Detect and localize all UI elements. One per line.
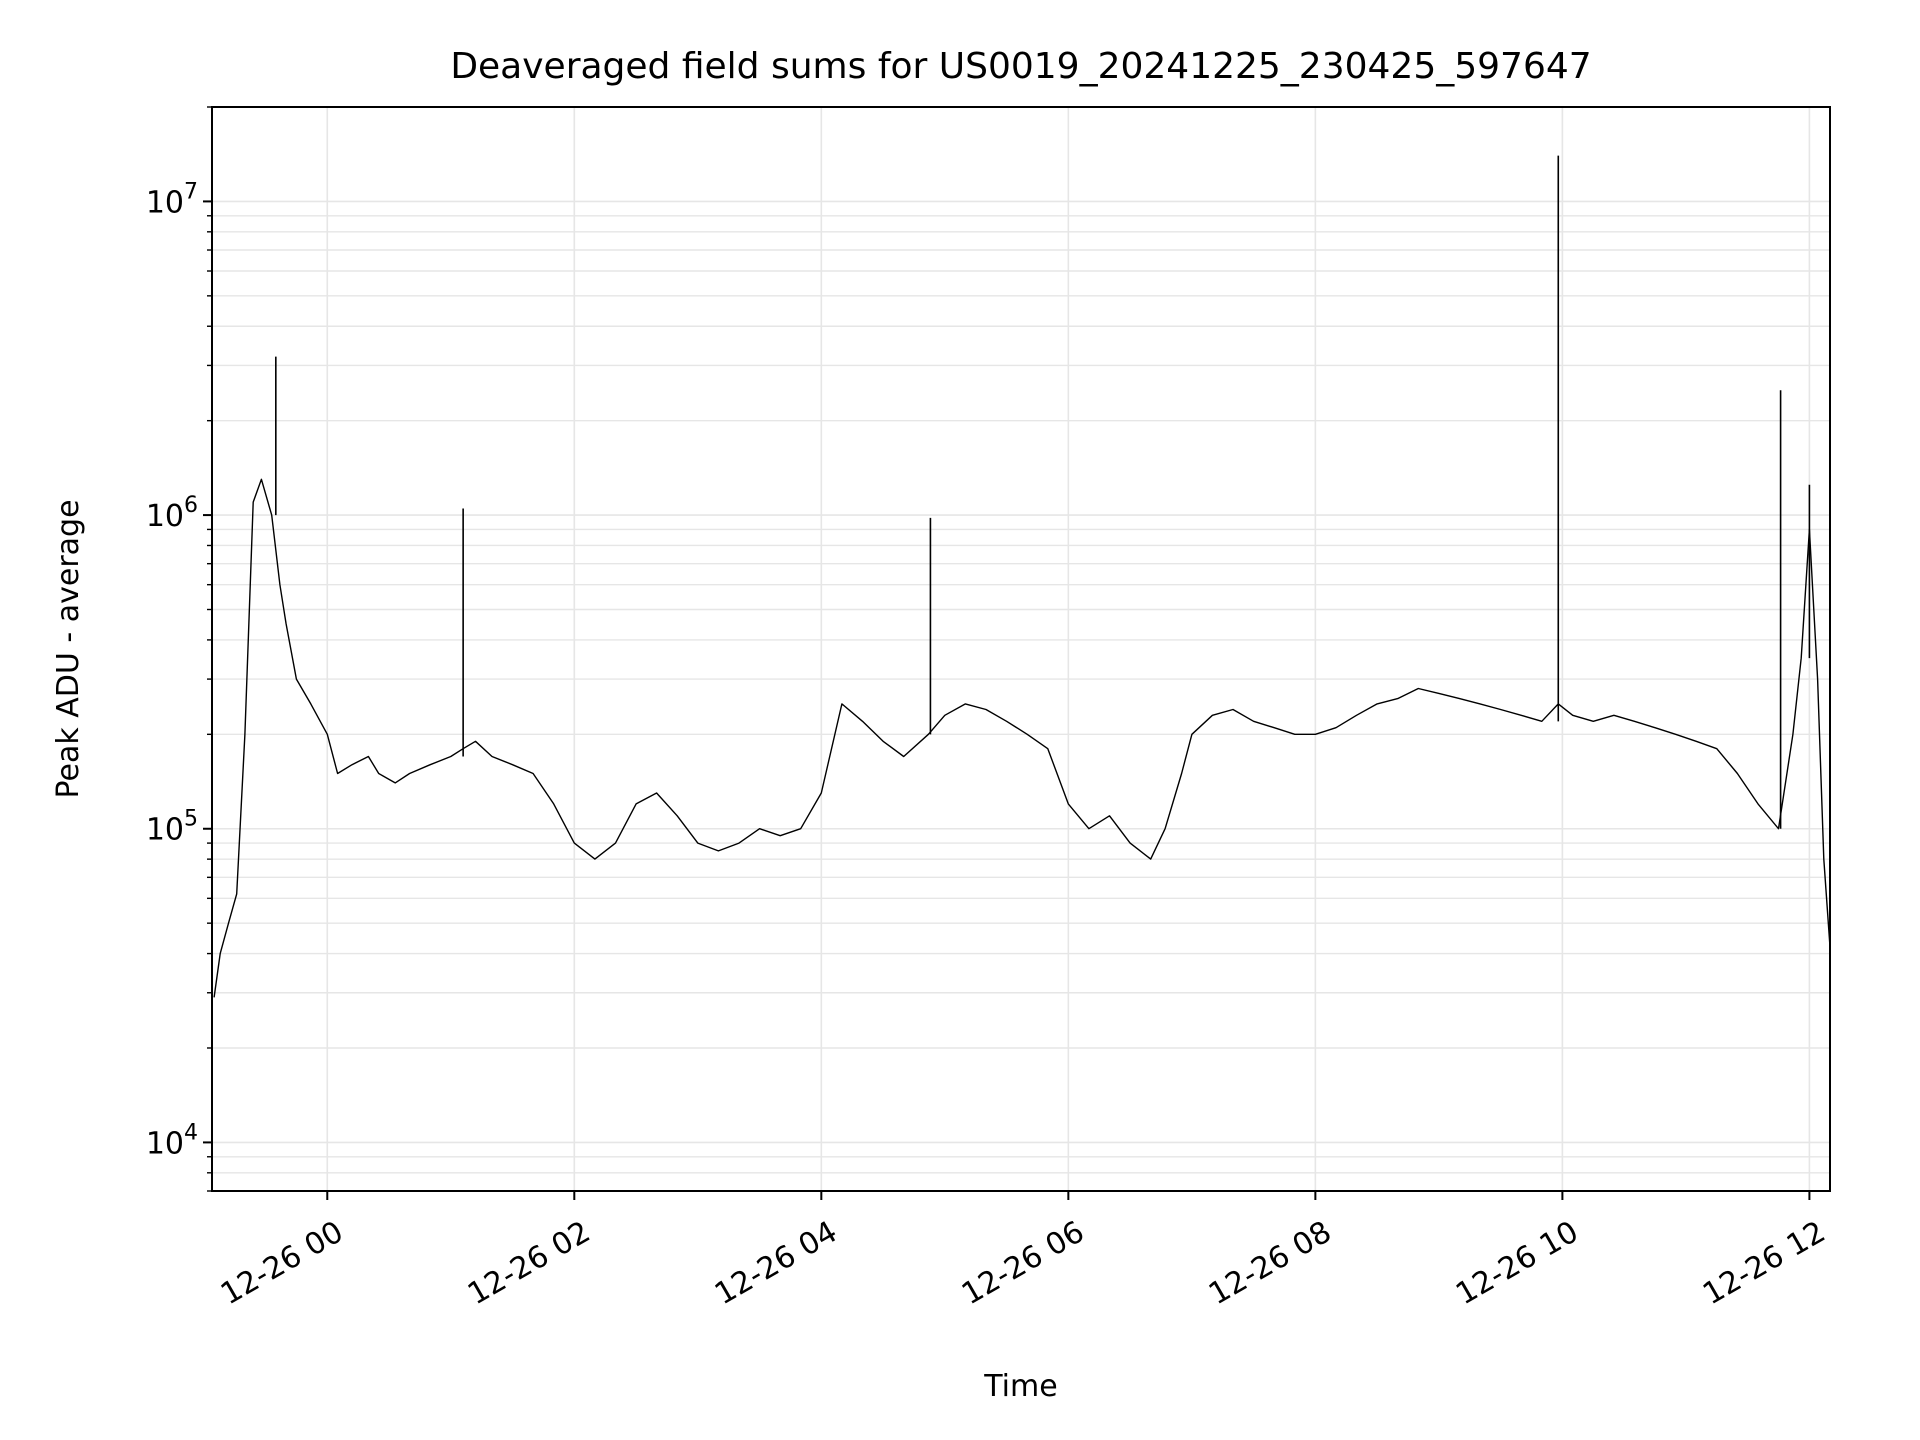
plot-frame xyxy=(211,106,1831,1192)
y-axis-label: Peak ADU - average xyxy=(51,499,86,798)
y-tick-label: 104 xyxy=(146,1120,198,1161)
x-axis-label: Time xyxy=(983,1369,1057,1404)
y-tick-label: 106 xyxy=(146,493,198,534)
y-tick-label: 107 xyxy=(146,179,198,220)
chart-title: Deaveraged field sums for US0019_2024122… xyxy=(450,46,1591,87)
grid xyxy=(212,106,1830,1192)
data-line xyxy=(213,478,1831,998)
data-area xyxy=(213,155,1831,998)
y-tick-label: 105 xyxy=(146,807,198,848)
